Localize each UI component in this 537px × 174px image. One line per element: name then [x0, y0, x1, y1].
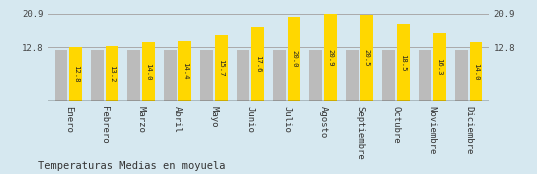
Text: 12.8: 12.8	[72, 65, 78, 83]
Text: Temperaturas Medias en moyuela: Temperaturas Medias en moyuela	[38, 161, 225, 171]
Bar	[433, 33, 446, 101]
Text: 20.9: 20.9	[328, 49, 333, 66]
Bar	[309, 50, 322, 101]
Bar	[200, 50, 213, 101]
Text: 13.2: 13.2	[109, 65, 115, 82]
Text: 17.6: 17.6	[255, 56, 260, 73]
Text: 14.0: 14.0	[473, 63, 479, 80]
Bar	[288, 17, 300, 101]
Text: 16.3: 16.3	[437, 58, 442, 76]
Bar	[215, 35, 228, 101]
Bar	[127, 50, 140, 101]
Text: 15.7: 15.7	[218, 59, 224, 77]
Text: 18.5: 18.5	[400, 54, 406, 71]
Bar	[69, 48, 82, 101]
Text: 20.5: 20.5	[364, 49, 370, 67]
Bar	[455, 50, 468, 101]
Bar	[178, 41, 191, 101]
Bar	[397, 24, 410, 101]
Bar	[419, 50, 431, 101]
Bar	[469, 42, 482, 101]
Bar	[360, 15, 373, 101]
Bar	[273, 50, 286, 101]
Bar	[91, 50, 104, 101]
Bar	[106, 46, 118, 101]
Text: 14.4: 14.4	[182, 62, 188, 80]
Bar	[346, 50, 359, 101]
Text: 14.0: 14.0	[146, 63, 151, 80]
Bar	[251, 27, 264, 101]
Bar	[382, 50, 395, 101]
Bar	[142, 42, 155, 101]
Bar	[324, 14, 337, 101]
Bar	[237, 50, 249, 101]
Bar	[55, 50, 68, 101]
Text: 20.0: 20.0	[291, 50, 297, 68]
Bar	[164, 50, 177, 101]
